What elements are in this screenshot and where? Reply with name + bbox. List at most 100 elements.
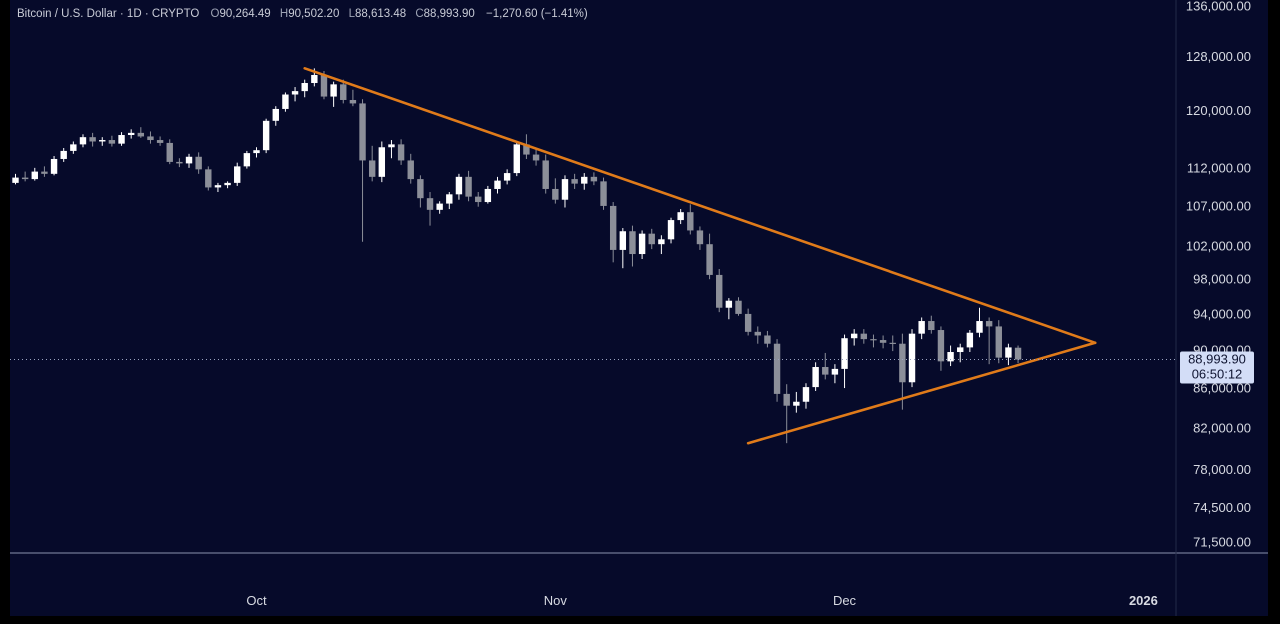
price-tick-label: 107,000.00 [1186, 198, 1251, 213]
candle [214, 182, 222, 193]
candle-body [966, 332, 974, 348]
candle [31, 167, 38, 181]
candle-body [638, 233, 646, 255]
candle [638, 230, 646, 260]
candle [629, 225, 636, 267]
candle [985, 317, 993, 365]
candle-body [147, 136, 154, 141]
candle-body [1014, 347, 1022, 360]
candle-body [687, 212, 694, 231]
price-axis[interactable]: 136,000.00 128,000.00 120,000.00 112,000.00… [1186, 0, 1251, 550]
candle [330, 81, 337, 107]
upper-trendline[interactable] [303, 67, 1097, 345]
price-tick-label: 94,000.00 [1193, 306, 1251, 321]
candle-body [378, 147, 386, 177]
candle-body [764, 335, 771, 344]
candle [147, 131, 154, 144]
candle [706, 233, 713, 280]
candle-body [99, 140, 106, 142]
candle [205, 166, 212, 191]
candle [195, 152, 202, 174]
candle [89, 132, 96, 147]
candle [812, 362, 819, 391]
close-value: 88,993.90 [424, 8, 475, 20]
candle [388, 140, 395, 159]
candle [79, 134, 87, 148]
candle [1014, 345, 1022, 364]
candle-body [716, 274, 723, 308]
candle-body [359, 103, 366, 161]
candle-body [928, 321, 935, 331]
candle-body [89, 137, 96, 142]
candle [995, 320, 1002, 364]
candle [253, 147, 260, 158]
candle-body [407, 160, 414, 180]
candle-body [850, 333, 858, 339]
candle-body [725, 300, 733, 308]
candle-body [783, 393, 790, 406]
time-tick-year: 2026 [1129, 593, 1158, 608]
candle-body [561, 179, 569, 200]
high-label: H [280, 8, 288, 20]
candle [12, 173, 19, 185]
candle-body [262, 120, 270, 151]
candle-body [513, 144, 520, 174]
candle [908, 329, 916, 388]
candle-body [21, 177, 29, 180]
candle-body [947, 352, 954, 362]
candle-body [957, 347, 964, 353]
candle [899, 333, 906, 410]
candle [928, 315, 935, 334]
candle [166, 139, 173, 165]
candle [426, 192, 434, 226]
candle-body [918, 321, 925, 334]
candle [272, 106, 279, 126]
candle-body [31, 171, 38, 180]
price-tick-label: 128,000.00 [1186, 49, 1251, 64]
candle [234, 162, 241, 186]
change-value: −1,270.60 (−1.41%) [486, 8, 588, 20]
candle [176, 158, 183, 168]
time-tick-label: Oct [246, 593, 267, 608]
candle-body [735, 300, 742, 314]
candle [648, 228, 655, 250]
time-tick-label: Dec [833, 593, 857, 608]
candle [1005, 343, 1012, 366]
price-tick-label: 82,000.00 [1193, 420, 1251, 435]
candle-body [340, 84, 347, 100]
candle [725, 298, 733, 320]
candle [137, 127, 145, 138]
candle [947, 345, 954, 367]
candle-body [793, 401, 800, 406]
candle [918, 317, 925, 340]
time-axis[interactable]: Oct Nov Dec 2026 [246, 593, 1157, 608]
trendlines-layer[interactable] [303, 67, 1097, 445]
candle-body [590, 176, 598, 182]
candle-body [754, 331, 761, 336]
symbol-title[interactable]: Bitcoin / U.S. Dollar · 1D · CRYPTO [17, 8, 199, 20]
candle [860, 329, 868, 344]
chart-background [10, 0, 1268, 616]
candle-body [253, 150, 260, 154]
candle-body [60, 150, 67, 159]
candle [397, 139, 405, 165]
candle-body [455, 176, 463, 195]
candle-body [571, 179, 578, 184]
candle [754, 326, 761, 344]
candle-body [214, 185, 222, 188]
candle [60, 148, 67, 162]
candle [70, 141, 77, 154]
lower-trendline[interactable] [746, 341, 1097, 445]
candle-body [503, 173, 511, 181]
candle-body [388, 144, 395, 148]
candle-body [156, 140, 164, 143]
candle-body [879, 340, 887, 343]
candle [282, 92, 289, 112]
price-tick-label: 98,000.00 [1193, 272, 1251, 287]
candle-body [706, 244, 713, 275]
candle-body [50, 158, 58, 174]
candle [359, 99, 366, 242]
candle [108, 135, 116, 147]
candle [667, 217, 675, 244]
